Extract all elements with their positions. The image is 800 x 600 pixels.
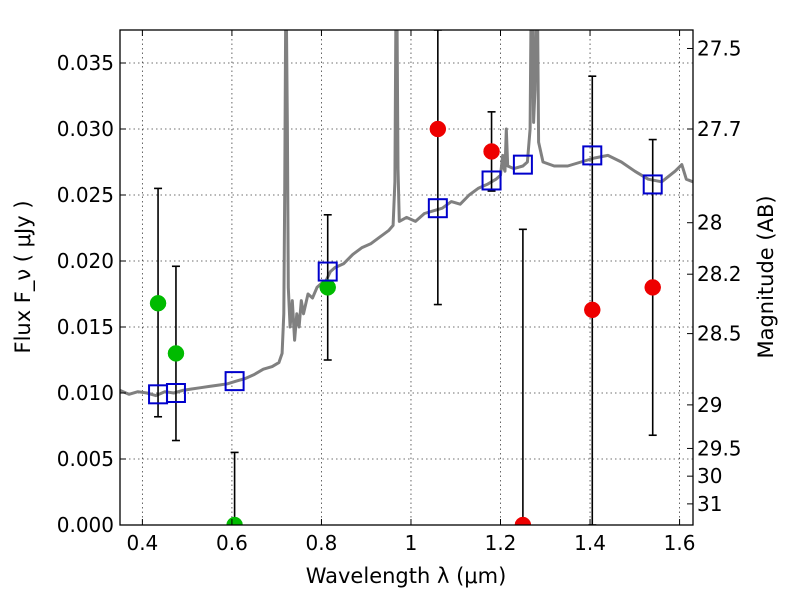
- y-tick-label: 0.010: [57, 381, 114, 405]
- model-point-box: [224, 371, 245, 392]
- x-tick-label: 1.6: [664, 531, 696, 555]
- right-tick-label: 27.5: [697, 36, 742, 60]
- y-tick-label: 0.000: [57, 513, 114, 537]
- observed-point-nir: [644, 279, 661, 296]
- y-tick-label: 0.020: [57, 249, 114, 273]
- error-bars: [154, 30, 657, 525]
- model-point-box: [427, 198, 448, 219]
- right-tick-label: 31: [697, 492, 722, 516]
- observed-point-optical: [167, 345, 185, 362]
- right-tick-label: 28.2: [697, 262, 742, 286]
- observed-point-nir: [483, 143, 500, 160]
- observed-point-nir: [514, 516, 532, 525]
- sed-spectrum-layer: [120, 30, 693, 398]
- observed-point-optical: [149, 294, 167, 312]
- right-tick-label: 29: [697, 393, 722, 417]
- model-point-box: [642, 174, 663, 195]
- x-axis-label: Wavelength λ (μm): [306, 564, 507, 588]
- sed-spectrum-line: [120, 30, 693, 398]
- x-tick-label: 0.4: [126, 531, 158, 555]
- model-point-box: [582, 145, 603, 166]
- model-point-box: [512, 154, 533, 175]
- y-axis-label: Flux F_ν ( μJy ): [11, 200, 36, 353]
- x-tick-label: 1.4: [574, 531, 606, 555]
- right-tick-label: 28.5: [697, 322, 742, 346]
- y-tick-label: 0.025: [57, 183, 114, 207]
- model-points: [148, 145, 663, 405]
- right-tick-label: 27.7: [697, 117, 742, 141]
- y-tick-label: 0.030: [57, 117, 114, 141]
- x-tick-label: 1: [405, 531, 418, 555]
- observed-point-nir: [429, 120, 447, 138]
- right-tick-label: 30: [697, 464, 722, 488]
- y-tick-label: 0.005: [57, 447, 114, 471]
- x-tick-label: 1.2: [485, 531, 517, 555]
- y-tick-label: 0.035: [57, 51, 114, 75]
- observed-point-optical: [319, 279, 336, 296]
- observed-point-nir: [584, 301, 601, 319]
- y-tick-label: 0.015: [57, 315, 114, 339]
- right-tick-label: 28: [697, 211, 722, 235]
- right-axis-label: Magnitude (AB): [754, 195, 778, 358]
- axis-ticks: 0.4 0.6 0.8 1 1.2 1.4 1.6 0.000 0.005 0.010 0.015 0…: [57, 30, 742, 555]
- x-tick-label: 0.8: [306, 531, 338, 555]
- observed-points: [149, 120, 661, 525]
- observed-point-optical: [226, 516, 243, 525]
- model-point-box: [481, 170, 502, 191]
- right-tick-label: 29.5: [697, 436, 742, 460]
- plot-frame: [119, 29, 694, 526]
- model-point-box: [317, 261, 338, 282]
- model-point-box: [165, 383, 186, 403]
- x-tick-label: 0.6: [216, 531, 248, 555]
- grid-lines: [120, 30, 693, 526]
